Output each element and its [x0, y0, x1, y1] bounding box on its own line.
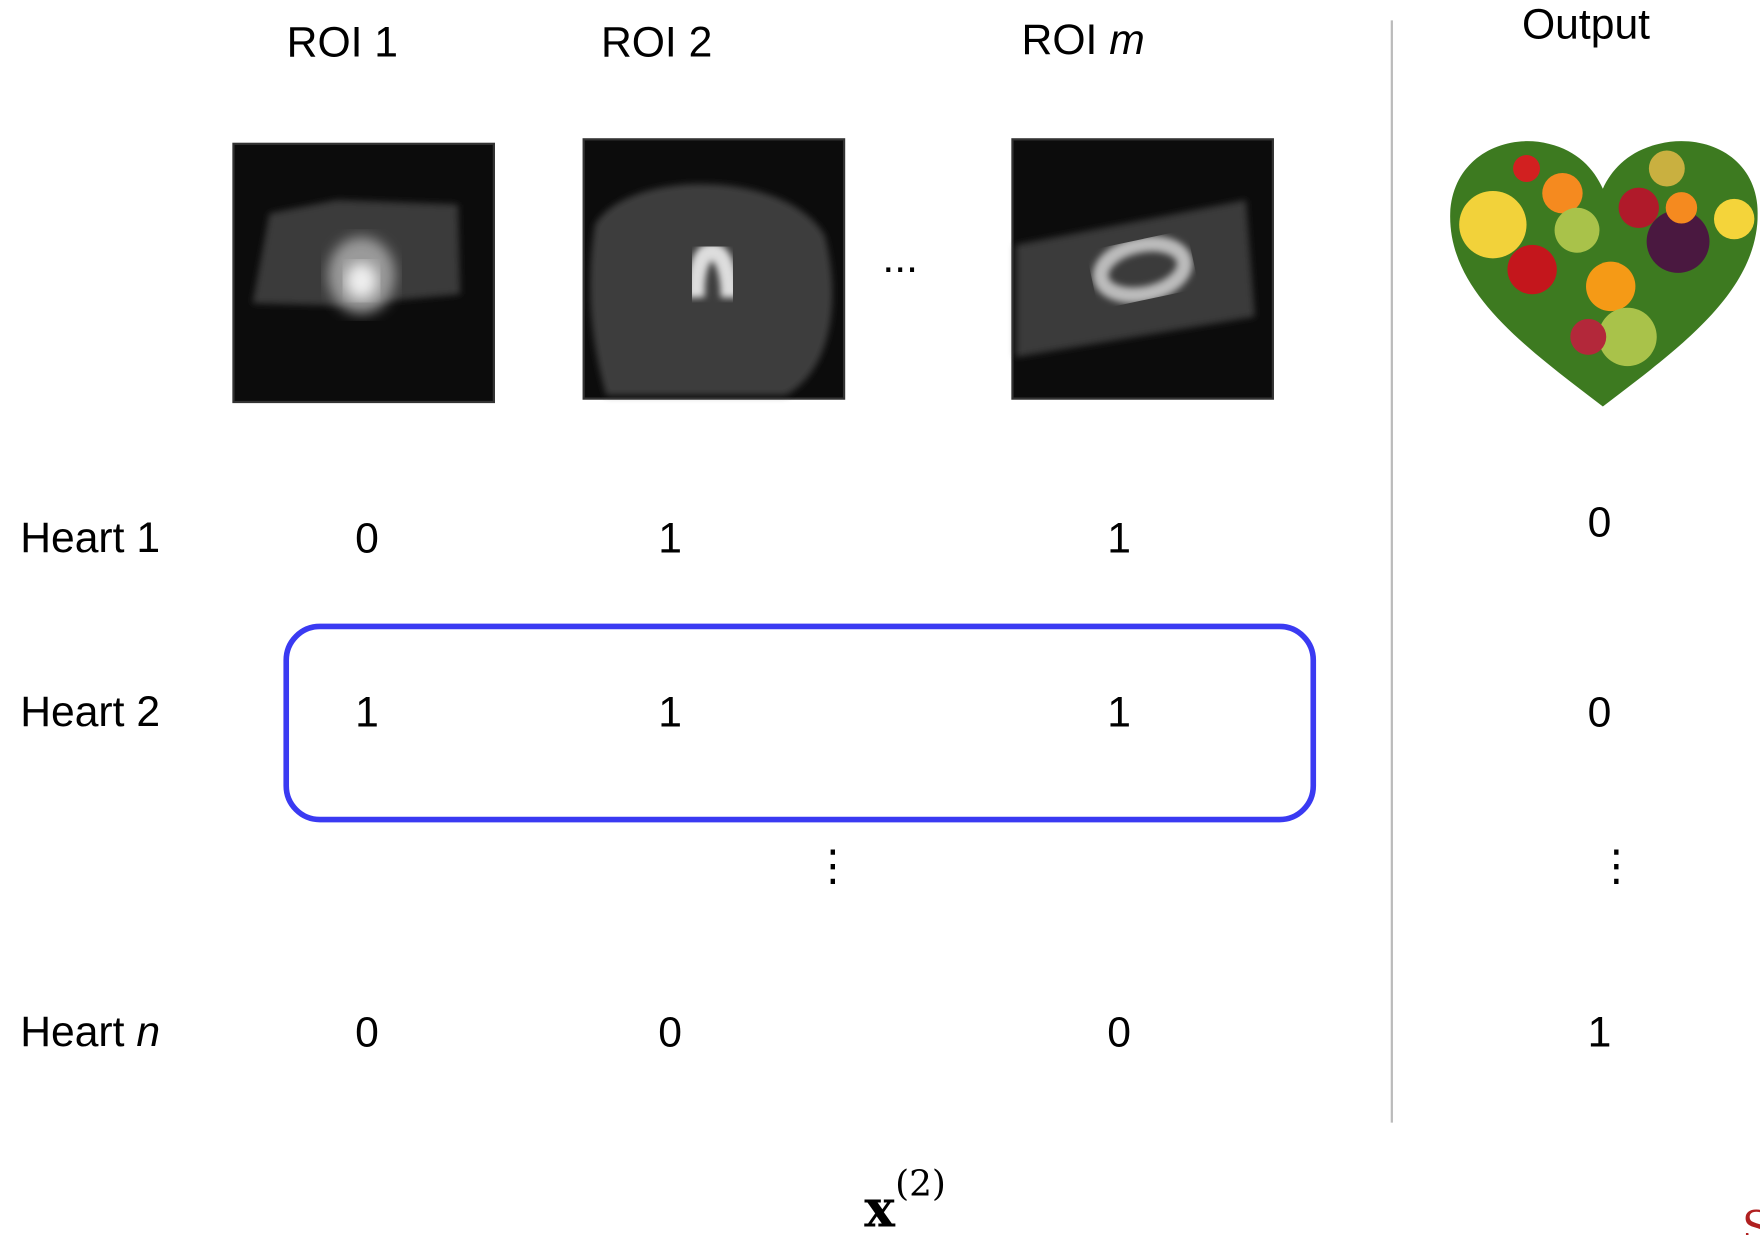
cell-value: 0 — [355, 1008, 379, 1056]
cell-value: 0 — [658, 1008, 682, 1056]
roi-image — [584, 139, 844, 398]
roi-image — [233, 144, 493, 402]
row-label-text: Heart 2 — [20, 688, 160, 736]
cell-value: 0 — [1107, 1008, 1131, 1056]
row-label: Heart 2 — [20, 688, 160, 736]
ellipsis: ... — [882, 234, 918, 282]
output-value: 0 — [1588, 688, 1612, 736]
ellipsis: ⋮ — [1595, 842, 1638, 890]
output-value: 1 — [1588, 1008, 1612, 1056]
formula-base: x — [864, 1179, 896, 1235]
cell-value: 0 — [355, 514, 379, 562]
row-label-text: Heart — [20, 1008, 124, 1056]
slide: ROI 1 ROI 2 ROI m Output ... — [0, 0, 1760, 1235]
cell-value: 1 — [1107, 514, 1131, 562]
formula: x(2) — [864, 1163, 946, 1235]
output-image — [1442, 129, 1760, 410]
row-label-text: Heart 1 — [20, 514, 160, 562]
table-rows: Heart 1 0 1 1 0 Heart 2 1 1 1 0 Heart n 0 0 0 1 — [20, 499, 1611, 1057]
column-header: ROI 2 — [601, 18, 712, 66]
output-value: 0 — [1588, 499, 1612, 547]
row-label: Heart 1 — [20, 514, 160, 562]
corner-mark: S — [1742, 1202, 1760, 1235]
cell-value: 1 — [658, 688, 682, 736]
highlight-box — [286, 626, 1313, 819]
cell-value: 1 — [355, 688, 379, 736]
column-header: ROI m — [1022, 16, 1145, 64]
column-header: ROI 1 — [287, 18, 398, 66]
output-header: Output — [1522, 0, 1650, 48]
cell-value: 1 — [658, 514, 682, 562]
ellipsis: ⋮ — [812, 842, 855, 890]
row-label-var: n — [136, 1008, 160, 1056]
header-var: m — [1109, 16, 1145, 64]
roi-image — [1012, 139, 1272, 398]
row-label: Heart n — [20, 1008, 160, 1056]
formula-superscript: (2) — [895, 1163, 946, 1204]
header-text: ROI — [1022, 16, 1098, 64]
cell-value: 1 — [1107, 688, 1131, 736]
